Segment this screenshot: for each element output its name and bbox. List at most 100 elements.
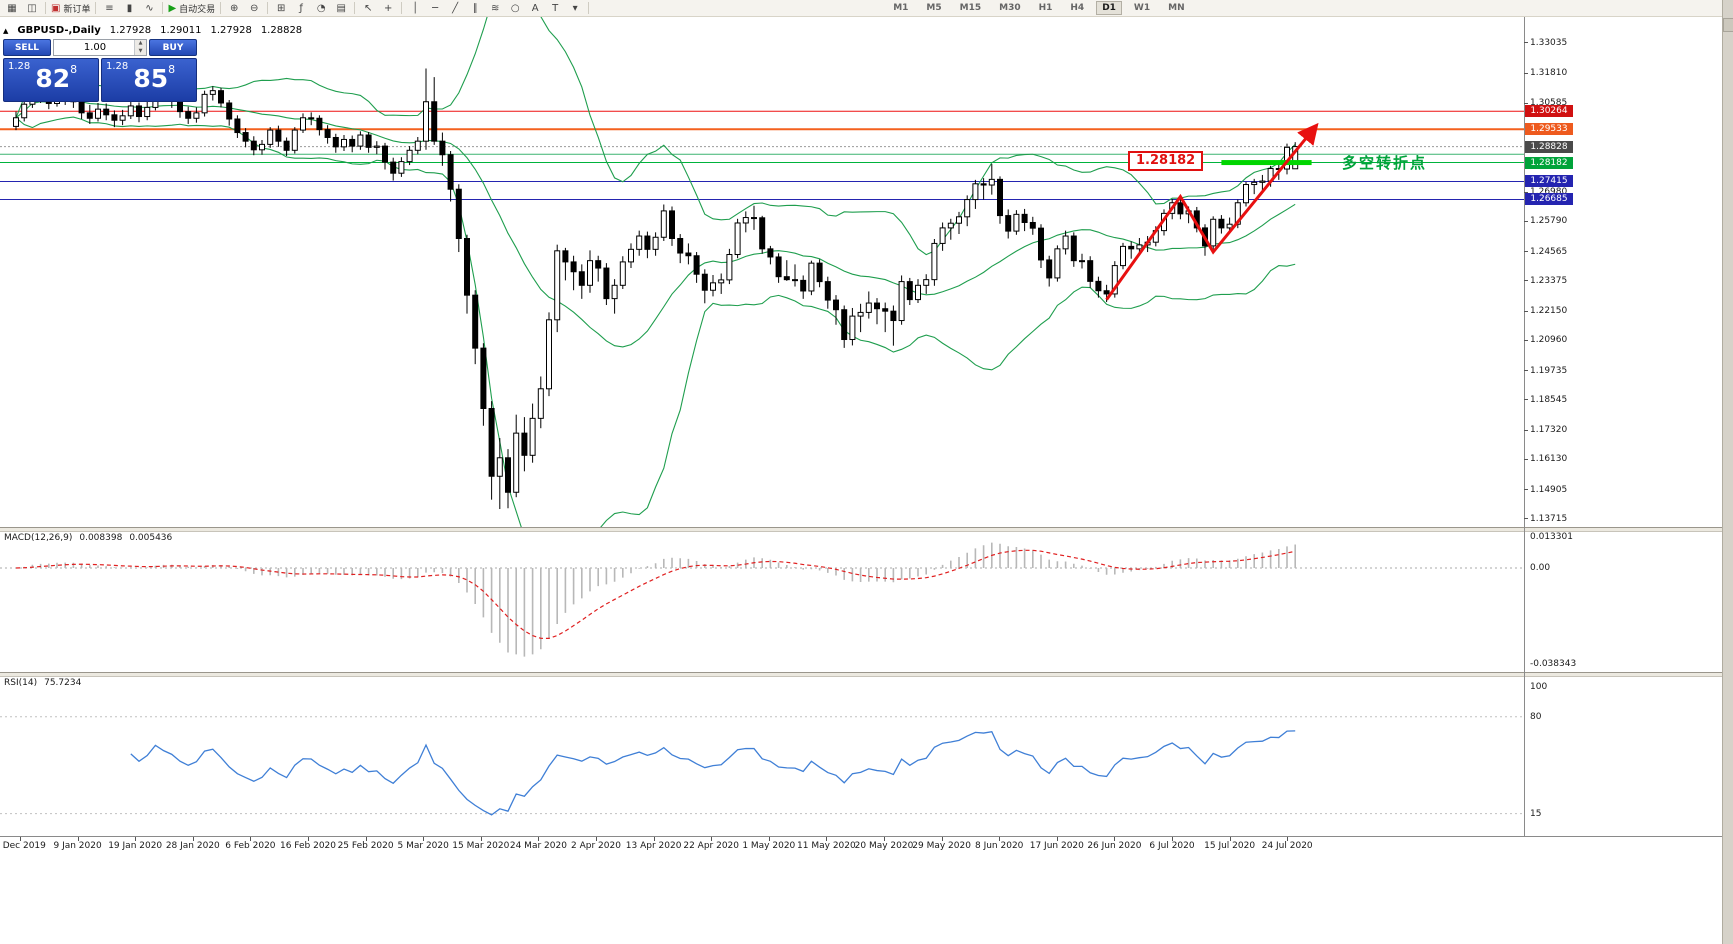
trendline-icon[interactable]: ╱ bbox=[445, 1, 465, 16]
indicators-icon: ƒ bbox=[299, 2, 303, 14]
volume-input[interactable] bbox=[54, 40, 146, 55]
cursor-icon[interactable]: ↖ bbox=[358, 1, 378, 16]
price-line-label: 1.26685 bbox=[1525, 193, 1573, 206]
right-scrollbar[interactable] bbox=[1722, 0, 1733, 944]
line-chart-icon[interactable]: ∿ bbox=[139, 1, 159, 16]
bar-chart-icon[interactable]: ≡ bbox=[99, 1, 119, 16]
candles-group bbox=[13, 68, 1299, 510]
ohlc-high: 1.29011 bbox=[160, 25, 202, 36]
price-tick-mark bbox=[1524, 399, 1528, 400]
periods-icon: ◔ bbox=[316, 2, 326, 14]
timeframe-m15[interactable]: M15 bbox=[959, 3, 982, 13]
sell-price-big: 82 bbox=[35, 64, 71, 93]
timeframe-m30[interactable]: M30 bbox=[999, 3, 1021, 13]
trend-arrow bbox=[1105, 122, 1319, 301]
equidistant-channel-icon[interactable]: ∥ bbox=[465, 1, 485, 16]
time-axis-label: 25 Feb 2020 bbox=[337, 841, 394, 851]
time-axis-label: 19 Jan 2020 bbox=[108, 841, 163, 851]
text-label-icon[interactable]: T bbox=[545, 1, 565, 16]
price-axis-tick: 1.14905 bbox=[1530, 484, 1568, 495]
time-axis-label: 29 May 2020 bbox=[912, 841, 971, 851]
timeframe-h4[interactable]: H4 bbox=[1070, 3, 1085, 13]
main-macd-splitter[interactable] bbox=[0, 527, 1733, 532]
rsi-panel-canvas[interactable] bbox=[0, 676, 1524, 836]
toolbar-separator bbox=[354, 2, 356, 14]
crosshair-icon[interactable]: + bbox=[378, 1, 398, 16]
tile-windows-icon[interactable]: ⊞ bbox=[271, 1, 291, 16]
time-tick-mark bbox=[77, 837, 79, 841]
timeframe-m1[interactable]: M1 bbox=[893, 3, 909, 13]
time-tick-mark bbox=[308, 837, 309, 841]
line-chart-icon: ∿ bbox=[145, 2, 154, 14]
templates-icon[interactable]: ▤ bbox=[331, 1, 351, 16]
timeframe-d1[interactable]: D1 bbox=[1096, 1, 1122, 15]
time-axis-label: 2 Apr 2020 bbox=[571, 841, 621, 851]
timeframe-h1[interactable]: H1 bbox=[1038, 3, 1053, 13]
chart-profiles-icon[interactable]: ◫ bbox=[22, 1, 42, 16]
sell-button[interactable]: SELL bbox=[3, 39, 51, 56]
rsi-axis-label: 100 bbox=[1530, 682, 1548, 692]
price-tick-mark bbox=[1524, 192, 1528, 193]
zoom-out-icon[interactable]: ⊖ bbox=[244, 1, 264, 16]
macd-axis-label: -0.038343 bbox=[1530, 658, 1577, 669]
time-axis-label: 17 Jun 2020 bbox=[1029, 841, 1084, 851]
price-line-label: 1.28828 bbox=[1525, 140, 1573, 153]
time-axis-label: 16 Feb 2020 bbox=[279, 841, 337, 851]
buy-button[interactable]: BUY bbox=[149, 39, 197, 56]
time-tick-mark bbox=[1287, 837, 1289, 841]
zoom-out-icon: ⊖ bbox=[249, 2, 259, 14]
text-icon[interactable]: A bbox=[525, 1, 545, 16]
buy-price-small: 1.28 bbox=[106, 61, 129, 72]
time-axis-label: 24 Mar 2020 bbox=[509, 841, 567, 851]
new-chart-icon[interactable]: ▦ bbox=[2, 1, 22, 16]
fibonacci-icon[interactable]: ≋ bbox=[485, 1, 505, 16]
timeframe-m5[interactable]: M5 bbox=[926, 3, 942, 13]
new-order-button[interactable]: ▣ 新订单 bbox=[49, 1, 92, 16]
sell-price-display[interactable]: 1.28 828 bbox=[3, 58, 99, 102]
timeframe-w1[interactable]: W1 bbox=[1133, 3, 1151, 13]
chart-ohlc-header: ▲ GBPUSD-,Daily 1.27928 1.29011 1.27928 … bbox=[3, 25, 302, 36]
time-tick-mark bbox=[1229, 837, 1231, 841]
price-axis-tick: 1.18545 bbox=[1530, 394, 1568, 405]
timeframe-mn[interactable]: MN bbox=[1168, 3, 1185, 13]
price-axis-tick: 1.20960 bbox=[1530, 335, 1568, 346]
zoom-in-icon: ⊕ bbox=[229, 2, 239, 14]
price-axis-line bbox=[1524, 17, 1525, 836]
periods-icon[interactable]: ◔ bbox=[311, 1, 331, 16]
price-chart-canvas[interactable] bbox=[0, 17, 1524, 527]
arrows-dropdown-icon[interactable]: ▾ bbox=[565, 1, 585, 16]
volume-up-icon[interactable]: ▲ bbox=[135, 40, 146, 48]
macd-panel-canvas[interactable] bbox=[0, 531, 1524, 672]
rsi-label: RSI(14) bbox=[4, 678, 38, 688]
scrollbar-button[interactable] bbox=[1723, 18, 1733, 32]
buy-price-display[interactable]: 1.28 858 bbox=[101, 58, 197, 102]
toolbar: ▦ ◫ ▣ 新订单 ≡ ▮ ∿ ▶ 自动交易 ⊕ ⊖ ⊞ ƒ ◔ ▤ ↖ + │ ─ ╱ ∥ ≋ ○ A T ▾ M1 M5 M15 M3… bbox=[0, 0, 1733, 17]
crosshair-icon: + bbox=[383, 2, 393, 14]
ohlc-close: 1.28828 bbox=[260, 25, 303, 36]
candlestick-chart-icon: ▮ bbox=[126, 2, 133, 14]
time-tick-mark bbox=[192, 837, 194, 841]
time-axis-label: 1 Dec 2019 bbox=[0, 841, 46, 851]
macd-rsi-splitter[interactable] bbox=[0, 672, 1733, 677]
bollinger-upper-band bbox=[15, 17, 1296, 256]
templates-icon: ▤ bbox=[336, 2, 346, 14]
trendline-icon: ╱ bbox=[452, 2, 459, 14]
time-tick-mark bbox=[538, 837, 540, 841]
volume-down-icon[interactable]: ▼ bbox=[135, 47, 146, 55]
candlestick-chart-icon[interactable]: ▮ bbox=[119, 1, 139, 16]
vertical-line-icon[interactable]: │ bbox=[405, 1, 425, 16]
zoom-in-icon[interactable]: ⊕ bbox=[224, 1, 244, 16]
toolbar-separator bbox=[95, 2, 97, 14]
autotrading-button[interactable]: ▶ 自动交易 bbox=[166, 1, 217, 16]
shapes-icon[interactable]: ○ bbox=[505, 1, 525, 16]
price-line-label: 1.30264 bbox=[1525, 105, 1573, 118]
new-chart-icon: ▦ bbox=[7, 2, 17, 14]
toolbar-separator bbox=[267, 2, 269, 14]
horizontal-line-icon[interactable]: ─ bbox=[425, 1, 445, 16]
rsi-axis-label: 15 bbox=[1530, 808, 1542, 819]
price-tick-mark bbox=[1524, 221, 1528, 222]
indicators-icon[interactable]: ƒ bbox=[291, 1, 311, 16]
macd-axis-label: 0.00 bbox=[1530, 563, 1551, 573]
rsi-line bbox=[130, 730, 1296, 816]
time-axis-label: 1 May 2020 bbox=[742, 841, 796, 851]
